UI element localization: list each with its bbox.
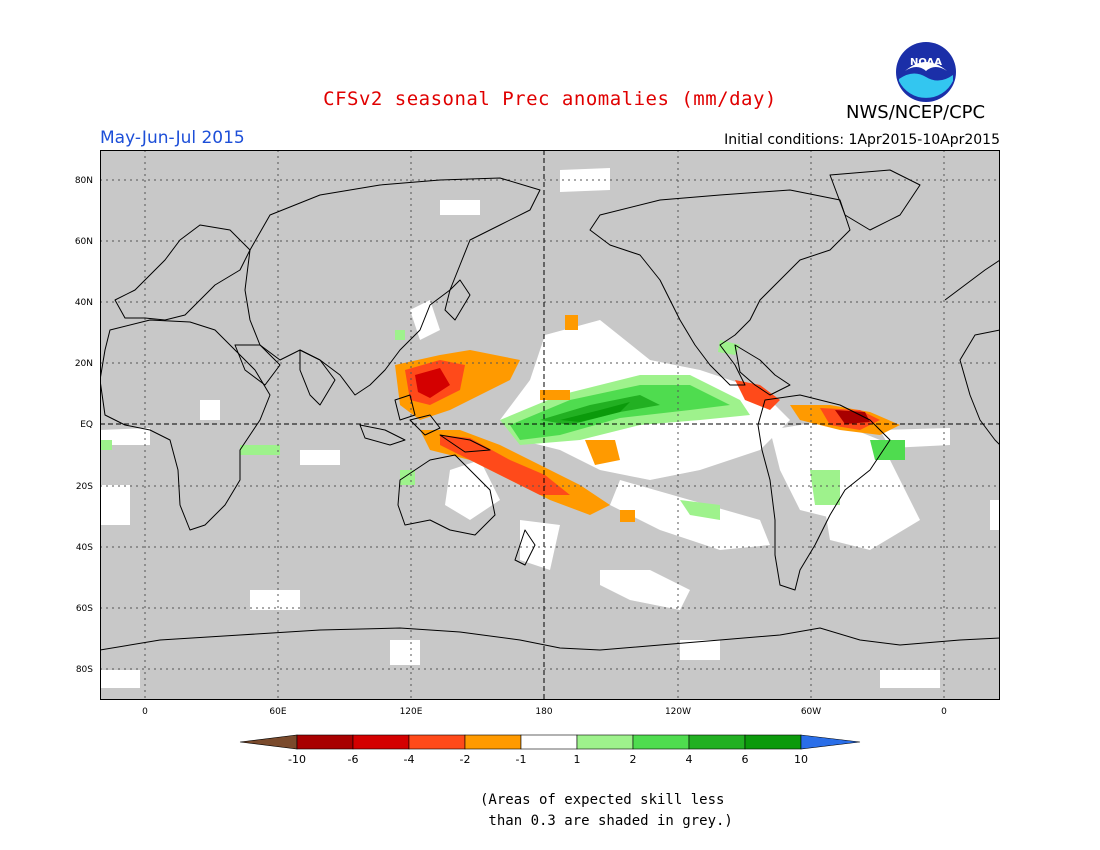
- colorbar-swatch: [352, 734, 410, 750]
- colorbar-label: -1: [516, 753, 527, 766]
- colorbar-low-arrow: [239, 734, 298, 750]
- lon-label: 60W: [801, 707, 821, 717]
- colorbar-swatch: [744, 734, 802, 750]
- coastlines: [100, 169, 1000, 651]
- season-label: May-Jun-Jul 2015: [100, 128, 245, 148]
- japan-outline: [444, 279, 471, 321]
- lat-label: 40N: [75, 298, 93, 308]
- lat-label: 80N: [75, 176, 93, 186]
- lat-label: 20N: [75, 359, 93, 369]
- longitude-labels: 0 60E 120E 180 120W 60W 0: [142, 707, 947, 717]
- colorbar-label: -6: [348, 753, 359, 766]
- lon-label: 0: [941, 707, 947, 717]
- colorbar-swatch: [632, 734, 690, 750]
- lat-label: 40S: [76, 543, 93, 553]
- map-plot-area: [100, 150, 1000, 700]
- lon-label: 60E: [269, 707, 286, 717]
- latitude-labels: 80N 60N 40N 20N EQ 20S 40S 60S 80S: [75, 176, 93, 675]
- noaa-logo: NOAA: [896, 42, 956, 102]
- colorbar-high-arrow: [800, 734, 861, 750]
- lon-label: 0: [142, 707, 148, 717]
- newzealand-outline: [514, 529, 536, 566]
- colorbar-swatch: [688, 734, 746, 750]
- logo-text: NOAA: [910, 57, 942, 68]
- antarctica-outline: [100, 627, 1000, 651]
- skill-note: (Areas of expected skill less than 0.3 a…: [480, 790, 733, 832]
- colorbar-label: 1: [574, 753, 581, 766]
- colorbar-swatch: [520, 734, 578, 750]
- colorbar-label: -10: [288, 753, 306, 766]
- equator-and-dateline: [100, 150, 1000, 700]
- india-outline: [299, 349, 336, 406]
- greenland-outline: [829, 169, 921, 231]
- lat-label: 20S: [76, 482, 93, 492]
- lat-label: 80S: [76, 665, 93, 675]
- skill-note-line: than 0.3 are shaded in grey.): [480, 813, 733, 829]
- colorbar-label: -2: [460, 753, 471, 766]
- agency-label: NWS/NCEP/CPC: [846, 102, 986, 123]
- skill-note-line: (Areas of expected skill less: [480, 792, 725, 808]
- arabia-outline: [234, 344, 281, 386]
- colorbar-label: -4: [404, 753, 415, 766]
- colorbar-label: 10: [794, 753, 808, 766]
- dry-anomaly-areas: [395, 315, 900, 522]
- colorbar-label: 6: [742, 753, 749, 766]
- initial-conditions-label: Initial conditions: 1Apr2015-10Apr2015: [724, 132, 1000, 148]
- lon-label: 120W: [665, 707, 691, 717]
- south-america-outline: [757, 394, 891, 591]
- lon-label: 180: [535, 707, 552, 717]
- lat-label: 60N: [75, 237, 93, 247]
- colorbar-swatch: [464, 734, 522, 750]
- asia-outline: [244, 177, 541, 396]
- lon-label: 120E: [400, 707, 423, 717]
- colorbar-swatch: [296, 734, 354, 750]
- indonesia-outline: [359, 394, 491, 453]
- colorbar-swatch: [408, 734, 466, 750]
- north-america-outline: [589, 189, 851, 386]
- colorbar-label: 4: [686, 753, 693, 766]
- colorbar: -10 -6 -4 -2 -1 1 2 4 6 10: [239, 734, 861, 766]
- europe-outline: [114, 224, 251, 321]
- wet-anomaly-areas: [100, 330, 905, 520]
- chart-title: CFSv2 seasonal Prec anomalies (mm/day): [323, 88, 777, 110]
- africa-outline: [100, 319, 271, 531]
- australia-outline: [397, 454, 496, 536]
- central-america-outline: [734, 344, 791, 396]
- lat-label: EQ: [80, 420, 93, 430]
- colorbar-label: 2: [630, 753, 637, 766]
- europe-africa-right-edge: [944, 259, 1000, 446]
- lat-label: 60S: [76, 604, 93, 614]
- colorbar-swatch: [576, 734, 634, 750]
